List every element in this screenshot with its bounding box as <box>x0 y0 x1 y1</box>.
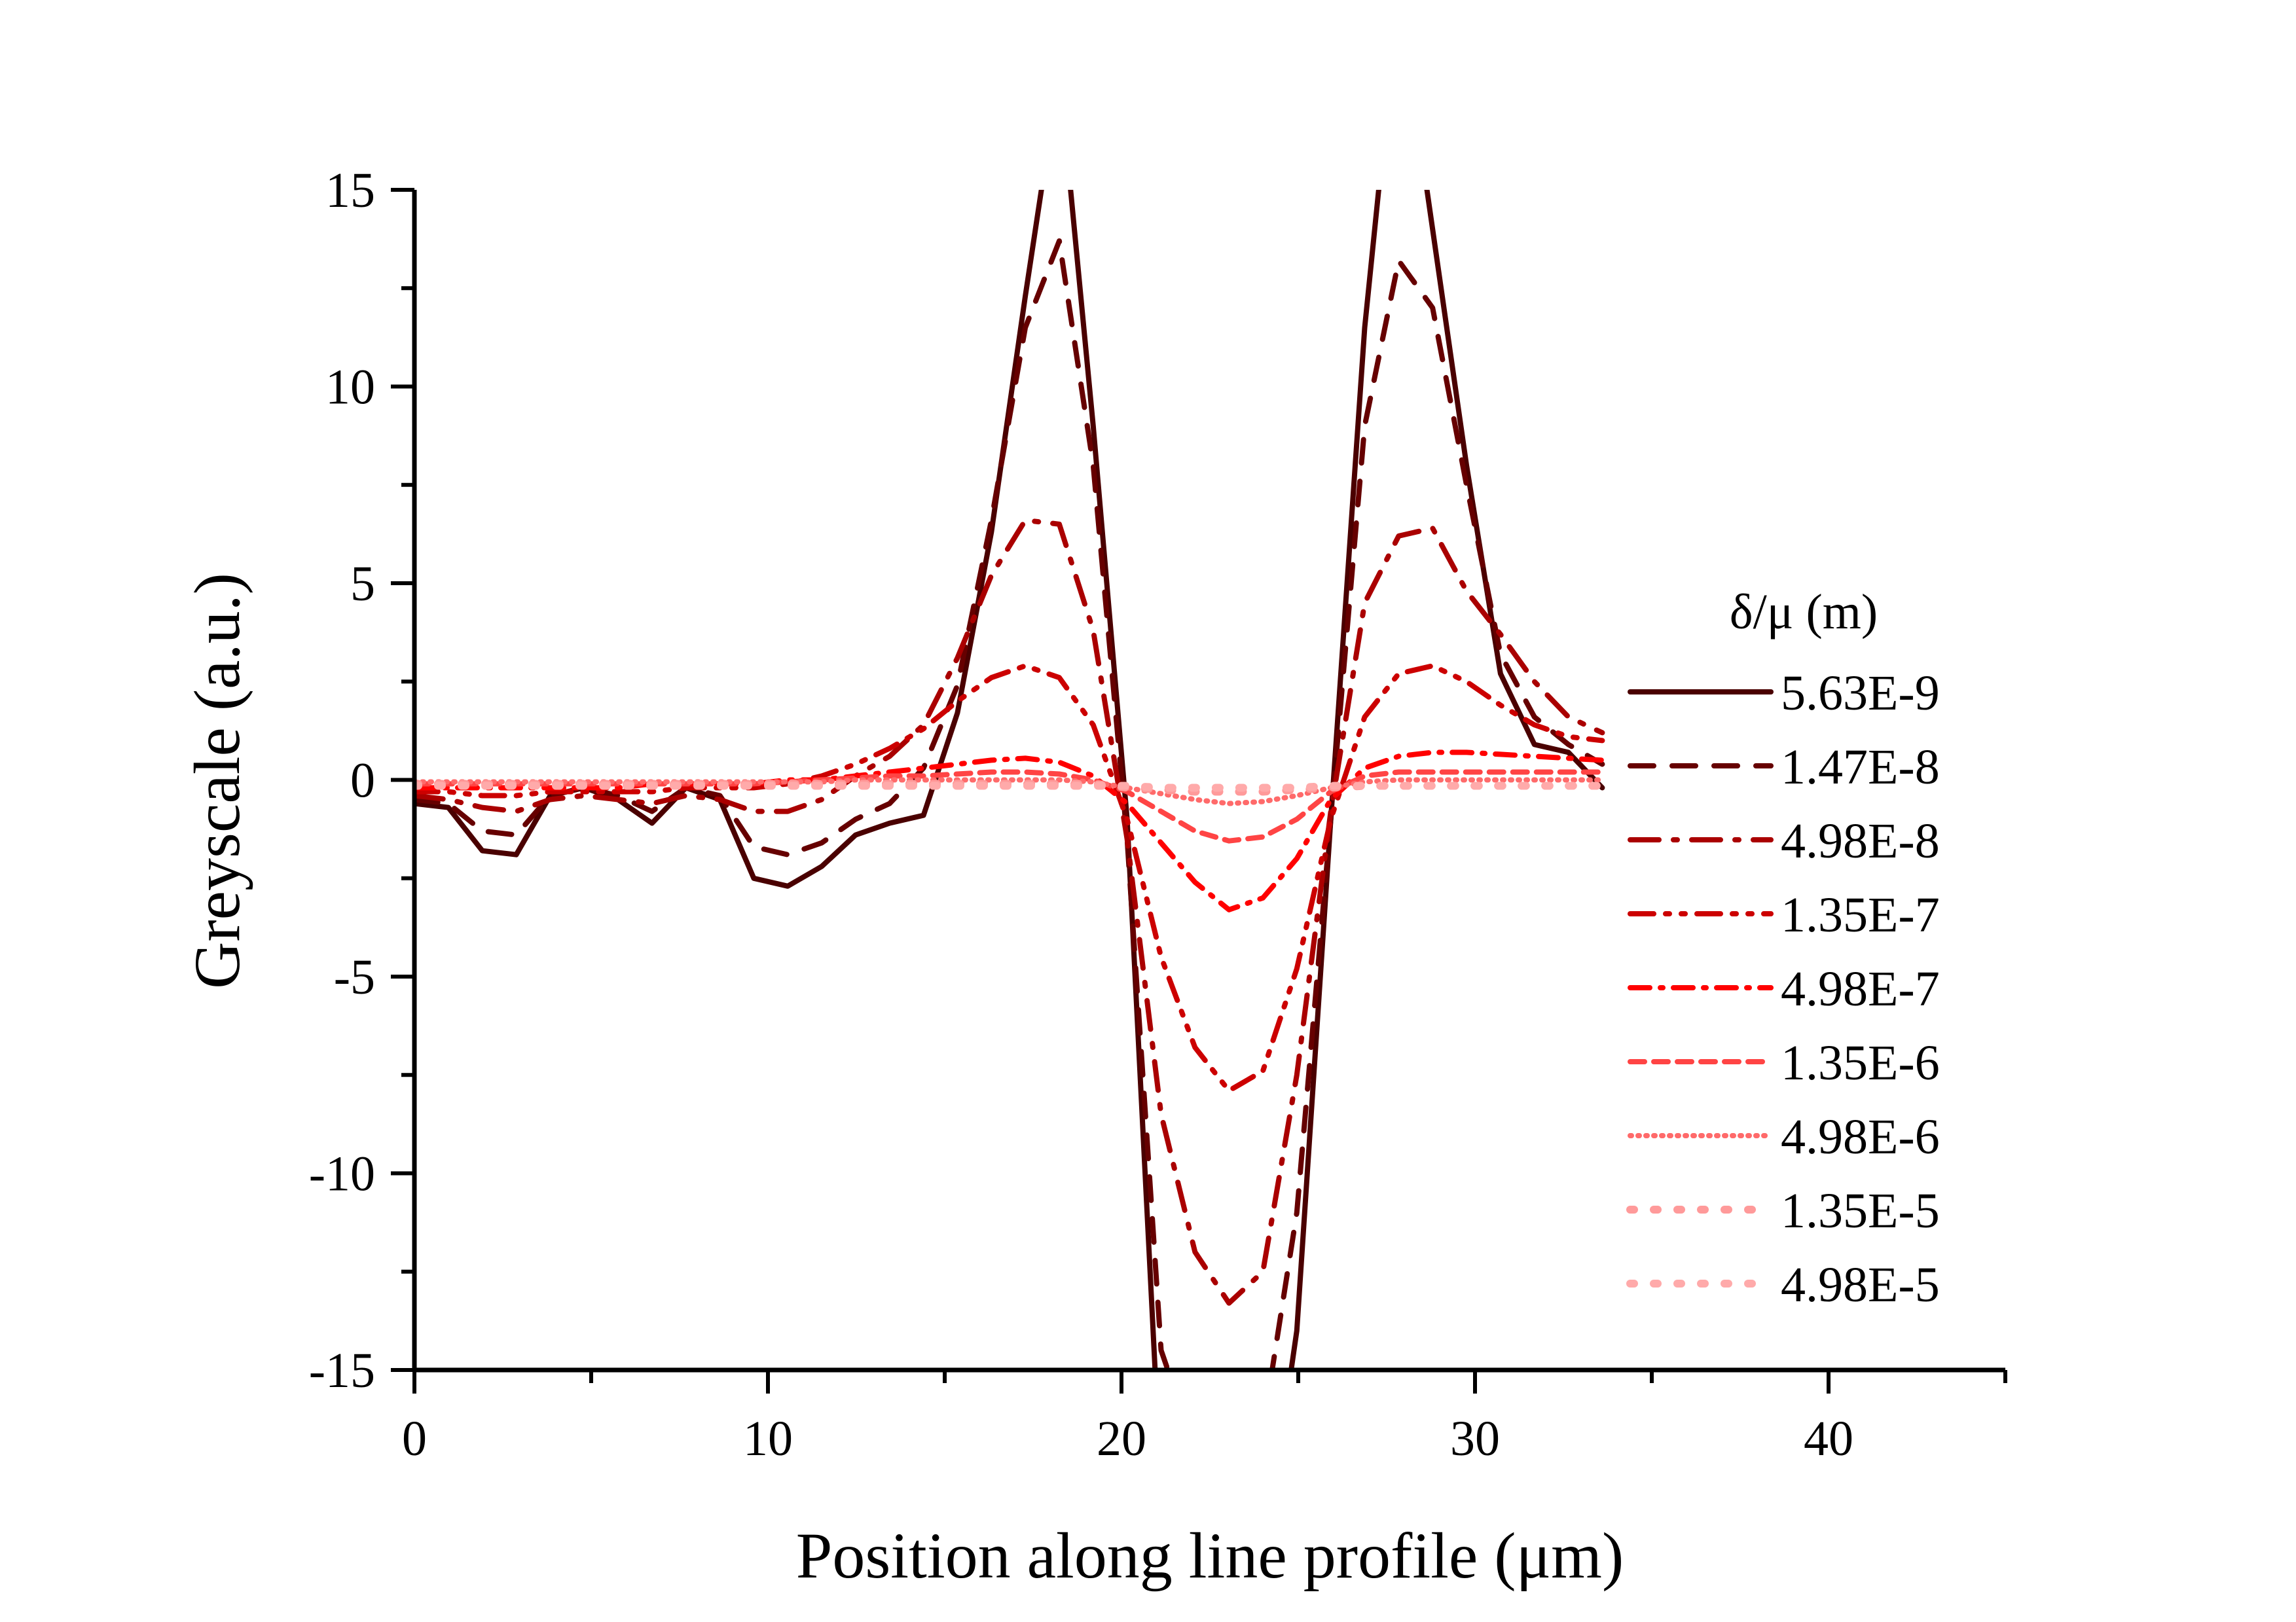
series-line-1.35E-7 <box>414 663 1605 1094</box>
legend-label: 1.35E-5 <box>1781 1183 1940 1238</box>
series-line-4.98E-5 <box>414 782 1607 792</box>
y-tick-label: -15 <box>309 1343 375 1398</box>
series-line-4.98E-7 <box>414 749 1605 912</box>
legend-label: 5.63E-9 <box>1781 666 1940 721</box>
y-axis-title: Greyscale (a.u.) <box>181 573 253 989</box>
y-tick-label: -5 <box>334 950 375 1005</box>
series-line-1.47E-8 <box>414 238 1605 1370</box>
legend-label: 4.98E-8 <box>1781 814 1940 869</box>
legend-label: 4.98E-7 <box>1781 962 1940 1017</box>
series-line-4.98E-8 <box>414 517 1605 1306</box>
legend-title: δ/μ (m) <box>1730 585 1878 640</box>
legend-label: 1.35E-6 <box>1781 1036 1940 1090</box>
series-layer <box>414 190 1607 1370</box>
y-tick-label: 15 <box>325 163 375 218</box>
y-tick-label: 0 <box>350 753 375 808</box>
y-tick-label: 10 <box>325 360 375 415</box>
x-tick-label: 10 <box>743 1411 793 1466</box>
ticks: 0 10 20 30 40 -15 -10 -5 0 5 10 15 <box>309 163 2007 1466</box>
legend-label: 4.98E-6 <box>1781 1109 1940 1164</box>
series-line-4.98E-6 <box>414 777 1605 806</box>
legend-label: 1.47E-8 <box>1781 740 1940 795</box>
x-tick-label: 40 <box>1804 1411 1853 1466</box>
y-tick-label: -10 <box>309 1147 375 1202</box>
x-tick-label: 0 <box>402 1411 427 1466</box>
x-tick-label: 30 <box>1450 1411 1500 1466</box>
legend-label: 4.98E-5 <box>1781 1257 1940 1312</box>
y-tick-label: 5 <box>350 556 375 611</box>
legend: δ/μ (m) 5.63E-9 1.47E-8 4.98E-8 1.35E-7 4.98… <box>1626 585 1940 1312</box>
x-tick-label: 20 <box>1097 1411 1146 1466</box>
legend-label: 1.35E-7 <box>1781 888 1940 943</box>
x-axis-title: Position along line profile (μm) <box>796 1519 1624 1592</box>
